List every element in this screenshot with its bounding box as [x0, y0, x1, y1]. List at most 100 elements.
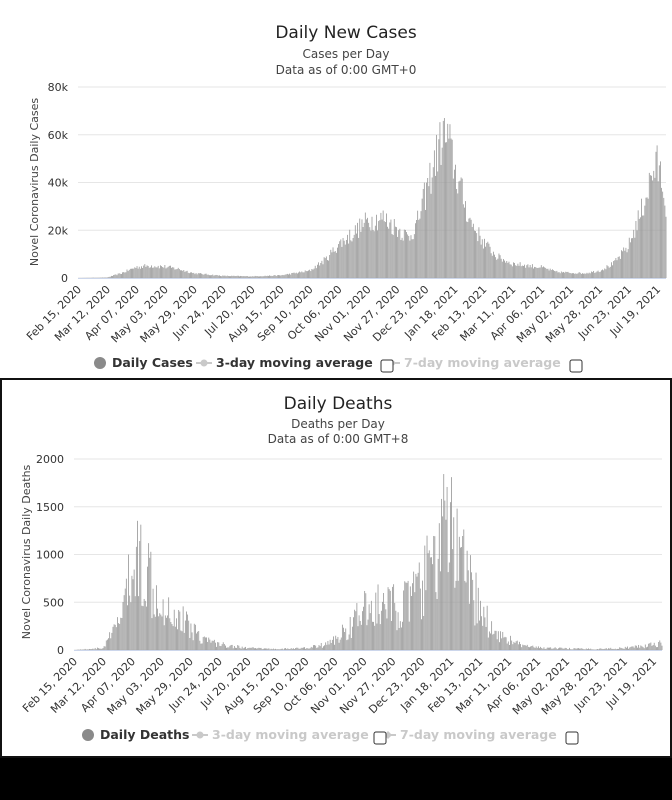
bar — [138, 266, 140, 278]
bar — [202, 274, 204, 278]
bar — [274, 649, 275, 650]
legend-checkbox[interactable] — [565, 731, 579, 745]
bar — [202, 637, 204, 650]
bar — [95, 649, 97, 650]
bar — [106, 639, 108, 650]
bar — [600, 648, 602, 650]
bar — [252, 647, 254, 650]
bar — [219, 275, 220, 278]
bar — [193, 623, 195, 650]
chart-title: Daily New Cases — [275, 23, 417, 43]
bar — [326, 644, 328, 650]
bar — [327, 260, 328, 278]
bar — [637, 210, 639, 278]
legend-checkbox[interactable] — [569, 359, 583, 373]
bar — [611, 262, 612, 278]
bar — [576, 648, 578, 650]
legend-item[interactable]: 7-day moving average — [384, 355, 561, 370]
bar — [369, 227, 371, 278]
bar — [152, 588, 154, 650]
legend-item[interactable]: Daily Deaths — [82, 727, 189, 742]
bar — [167, 266, 169, 278]
bar — [483, 606, 485, 650]
bar — [126, 269, 128, 278]
bar — [421, 619, 422, 650]
legend-checkbox[interactable] — [373, 731, 387, 745]
bar — [280, 275, 282, 278]
legend-item[interactable]: 3-day moving average — [192, 727, 369, 742]
bar — [114, 274, 116, 278]
legend-item[interactable]: Daily Cases — [94, 355, 193, 370]
bar — [294, 649, 295, 650]
bar — [634, 645, 636, 650]
bar — [370, 600, 372, 650]
bar — [240, 648, 242, 650]
bar — [487, 637, 489, 650]
bar — [562, 272, 563, 278]
bar — [560, 647, 562, 650]
bar — [142, 606, 144, 650]
bar — [247, 648, 249, 650]
bar — [495, 630, 497, 650]
bar — [82, 649, 84, 650]
bar — [115, 627, 117, 650]
bar — [394, 226, 396, 278]
bar — [624, 250, 626, 278]
bar — [641, 646, 643, 650]
bar — [389, 590, 391, 650]
bar — [235, 647, 236, 650]
bar — [143, 598, 145, 650]
bar — [571, 649, 573, 650]
bar — [658, 165, 660, 278]
bar — [336, 638, 338, 650]
bar — [233, 275, 235, 278]
bar — [359, 218, 361, 278]
bar — [386, 618, 388, 650]
bar — [310, 271, 312, 278]
bar — [216, 275, 218, 278]
bar — [205, 273, 207, 278]
bar — [377, 230, 378, 278]
bar — [250, 647, 252, 650]
legend-checkbox[interactable] — [380, 359, 394, 373]
bar — [618, 648, 619, 650]
bar — [161, 616, 163, 650]
bar — [135, 268, 137, 278]
bar — [444, 500, 446, 650]
bar — [121, 273, 122, 278]
bar — [627, 249, 629, 278]
bar — [384, 222, 386, 278]
bar — [372, 621, 373, 650]
bar — [515, 265, 517, 278]
bar — [363, 222, 365, 278]
bar — [461, 547, 462, 650]
bar — [645, 197, 647, 278]
bar — [535, 646, 537, 650]
bar — [543, 647, 545, 650]
bar — [168, 597, 170, 650]
bar — [166, 267, 168, 278]
bar — [225, 276, 227, 278]
bar — [606, 265, 608, 278]
bar — [158, 268, 160, 278]
bar — [147, 266, 149, 278]
bar — [426, 182, 427, 278]
bar — [245, 646, 246, 650]
bar — [521, 647, 523, 650]
bar — [360, 231, 362, 278]
bar — [340, 239, 342, 278]
bar — [332, 247, 334, 278]
bar — [455, 164, 456, 278]
bar — [299, 648, 301, 650]
bar — [361, 219, 363, 278]
bar — [319, 265, 321, 278]
bar — [355, 611, 357, 650]
bar — [453, 517, 455, 650]
bar — [192, 273, 194, 278]
bar — [210, 275, 211, 278]
bar — [169, 618, 171, 650]
bar — [291, 648, 293, 650]
legend-item[interactable]: 3-day moving average — [196, 355, 373, 370]
bar — [496, 639, 498, 650]
legend-item[interactable]: 7-day moving average — [380, 727, 557, 742]
